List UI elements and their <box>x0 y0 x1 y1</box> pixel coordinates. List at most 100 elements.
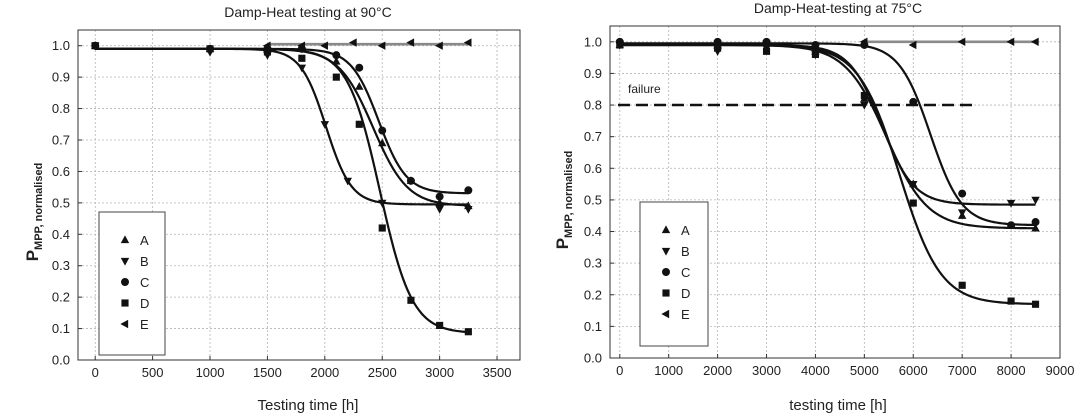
chart-75c-xtick-label-5: 5000 <box>850 363 879 378</box>
chart-75c-point-A-6 <box>1031 223 1040 232</box>
chart-90c-point-B-5 <box>343 177 352 186</box>
chart-90c-ytick-label-1: 0.1 <box>52 321 70 336</box>
chart-90c-point-B-4 <box>320 121 330 129</box>
chart-75c-xtick-label-8: 8000 <box>997 363 1026 378</box>
chart-90c-legend <box>98 211 166 356</box>
chart-90c-ytick-label-10: 1.0 <box>52 38 70 53</box>
chart-75c-point-D-2 <box>762 47 771 55</box>
chart-75c-point-D-0 <box>616 41 624 49</box>
chart-90c-point-E-2 <box>320 41 328 50</box>
chart-90c-point-D-7 <box>407 296 415 304</box>
chart-75c-ytick-label-2: 0.2 <box>584 287 602 302</box>
chart-75c-ytick-label-8: 0.8 <box>584 98 602 113</box>
chart-75c-point-B-7 <box>1006 199 1016 208</box>
chart-90c-point-D-5 <box>355 120 363 128</box>
chart-75c-point-E-4 <box>1030 37 1039 47</box>
chart-75c-legend-label-E: E <box>681 307 690 322</box>
chart-90c-point-C-7 <box>406 176 415 185</box>
chart-90c-legend-marker-E <box>120 319 129 329</box>
chart-75c-ytick-label-1: 0.1 <box>584 319 602 334</box>
chart-90c-point-D-4 <box>332 73 340 81</box>
chart-90c-ytick-label-7: 0.7 <box>52 133 70 148</box>
chart-75c-fit-C <box>619 42 1036 227</box>
chart-75c-point-D-6 <box>958 281 966 289</box>
chart-90c-xtick-label-0: 0 <box>92 365 99 380</box>
chart-90c-point-D-9 <box>464 328 472 336</box>
chart-90c-xtick-label-1: 500 <box>142 365 164 380</box>
chart-75c-plot-area: 0 1000 2000 3000 4000 5000 6000 7000 8000 9000 0.0… <box>584 25 1074 378</box>
chart-75c-ylabel-main: P <box>553 238 572 249</box>
chart-75c-legend-label-A: A <box>681 223 690 238</box>
chart-75c-point-C-5 <box>909 97 918 106</box>
chart-75c-xlabel: testing time [h] <box>789 397 887 414</box>
chart-90c-xtick-label-5: 2500 <box>368 365 397 380</box>
chart-90c-point-B-6 <box>378 199 387 208</box>
chart-90c-legend-label-C: C <box>140 275 149 290</box>
chart-90c: Damp-Heat testing at 90°C Testing time [… <box>23 4 521 414</box>
chart-75c-legend-label-D: D <box>681 286 690 301</box>
chart-75c-point-C-3 <box>811 40 820 49</box>
chart-75c-legend-marker-B <box>661 247 671 256</box>
chart-75c-ytick-label-10: 1.0 <box>584 34 602 49</box>
chart-75c-legend-label-B: B <box>681 244 690 259</box>
chart-75c-point-D-7 <box>1007 297 1015 305</box>
chart-75c: Damp-Heat-testing at 75°C testing time [… <box>553 0 1074 414</box>
chart-90c-point-D-2 <box>263 48 271 56</box>
chart-75c-legend-marker-C <box>662 268 670 276</box>
chart-75c-point-E-3 <box>1006 37 1015 47</box>
chart-90c-xtick-label-2: 1000 <box>196 365 225 380</box>
chart-90c-legend-marker-C <box>121 278 129 286</box>
chart-75c-point-D-8 <box>1031 300 1040 308</box>
chart-75c-legend-marker-E <box>661 309 670 319</box>
chart-90c-point-B-3 <box>297 64 307 73</box>
chart-90c-xlabel: Testing time [h] <box>258 397 359 414</box>
chart-90c-point-C-8 <box>435 192 444 201</box>
chart-75c-fit-B <box>619 43 1036 206</box>
chart-75c-annotation-label-0: failure <box>628 82 661 96</box>
chart-90c-point-D-6 <box>378 224 386 232</box>
chart-90c-frame <box>77 29 521 361</box>
chart-75c-ylabel-sub: MPP, normalised <box>563 151 575 238</box>
chart-90c-ytick-label-0: 0.0 <box>52 353 70 368</box>
chart-90c-ytick-label-9: 0.9 <box>52 70 70 85</box>
chart-90c-legend-label-E: E <box>140 317 149 332</box>
chart-90c-point-D-0 <box>91 42 99 50</box>
chart-90c-legend-marker-D <box>121 299 129 307</box>
chart-75c-ytick-label-9: 0.9 <box>584 66 602 81</box>
chart-90c-point-E-4 <box>377 41 386 50</box>
chart-90c-xtick-label-3: 1500 <box>253 365 282 380</box>
chart-75c-ylabel: PMPP, normalised <box>553 151 575 250</box>
chart-90c-fit-D <box>95 47 469 334</box>
chart-75c-xtick-label-6: 6000 <box>899 363 928 378</box>
chart-90c-ytick-label-5: 0.5 <box>52 195 70 210</box>
chart-75c-point-D-5 <box>909 199 917 207</box>
chart-90c-xtick-label-6: 3000 <box>425 365 454 380</box>
chart-75c-ytick-label-5: 0.5 <box>584 192 602 207</box>
chart-75c-point-E-2 <box>957 37 966 47</box>
chart-90c-legend-marker-A <box>120 235 130 244</box>
chart-75c-frame <box>609 25 1061 359</box>
chart-75c-fit-D <box>619 43 1036 305</box>
chart-90c-title: Damp-Heat testing at 90°C <box>224 4 391 20</box>
chart-90c-ylabel: PMPP, normalised <box>23 163 45 262</box>
chart-75c-ytick-label-4: 0.4 <box>584 224 602 239</box>
chart-75c-point-C-1 <box>713 37 722 46</box>
chart-75c-point-B-6 <box>957 209 967 218</box>
chart-75c-title: Damp-Heat-testing at 75°C <box>754 0 922 16</box>
chart-90c-point-B-7 <box>435 205 444 214</box>
chart-90c-point-E-7 <box>463 38 472 47</box>
chart-75c-point-B-5 <box>909 180 918 189</box>
chart-90c-point-A-5 <box>355 81 364 90</box>
chart-75c-point-D-3 <box>811 50 820 59</box>
chart-75c-point-D-4 <box>860 91 868 100</box>
chart-90c-point-C-6 <box>378 126 387 135</box>
chart-90c-point-E-1 <box>297 41 306 50</box>
chart-75c-point-C-2 <box>762 37 771 46</box>
chart-90c-point-D-1 <box>206 45 214 53</box>
chart-90c-point-E-3 <box>348 38 357 47</box>
chart-75c-xtick-label-4: 4000 <box>801 363 830 378</box>
chart-75c-legend-marker-A <box>661 225 671 234</box>
chart-90c-point-B-8 <box>464 205 473 214</box>
chart-90c-point-A-6 <box>378 138 387 147</box>
